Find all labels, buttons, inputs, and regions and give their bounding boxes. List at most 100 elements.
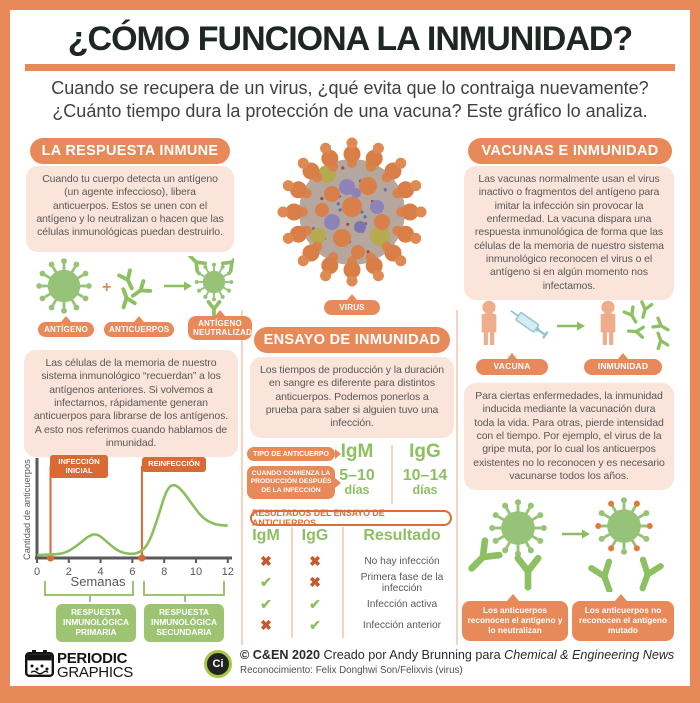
section-header-immune-response: LA RESPUESTA INMUNE bbox=[30, 138, 230, 164]
antibodies-recognize-label: Los anticuerpos reconocen el antígeno y … bbox=[462, 594, 568, 641]
arrow-icon bbox=[562, 529, 590, 539]
attached-antibody-icon bbox=[184, 256, 208, 274]
syringe-icon bbox=[510, 310, 549, 339]
result-text: Infección activa bbox=[366, 599, 438, 610]
section-header-vaccines: VACUNAS E INMUNIDAD bbox=[468, 138, 672, 164]
igm-onset-value: 5–10 días bbox=[333, 468, 381, 498]
virus-image bbox=[277, 137, 427, 287]
table-divider bbox=[391, 445, 393, 504]
secondary-response-label: RESPUESTA INMUNOLÓGICA SECUNDARIA bbox=[144, 604, 224, 642]
secondary-response-bracket bbox=[143, 581, 225, 602]
results-divider bbox=[291, 527, 293, 638]
primary-response-label: RESPUESTA INMUNOLÓGICA PRIMARIA bbox=[56, 604, 136, 642]
title-underline bbox=[25, 64, 675, 71]
arrow-icon bbox=[557, 321, 585, 331]
antibody-icon bbox=[651, 329, 670, 351]
svg-text:12: 12 bbox=[222, 566, 234, 578]
antibody-icon bbox=[127, 279, 153, 303]
credit-copyright: © C&EN 2020 bbox=[240, 648, 320, 662]
neutralized-virus-icon bbox=[194, 262, 234, 302]
igg-onset-number: 10–14 bbox=[402, 467, 448, 484]
immune-response-intro-text: Cuando tu cuerpo detecta un antígeno (un… bbox=[26, 166, 234, 252]
vaccine-duration-text: Para ciertas enfermedades, la inmunidad … bbox=[464, 383, 674, 491]
production-onset-label: CUANDO COMIENZA LA PRODUCCIÓN DESPUÉS DE… bbox=[247, 466, 341, 500]
antibody-icon bbox=[626, 324, 645, 339]
ci-badge: Ci bbox=[204, 650, 232, 678]
result-text: No hay infección bbox=[364, 556, 440, 567]
results-divider bbox=[342, 527, 344, 638]
svg-text:6: 6 bbox=[129, 566, 135, 578]
plus-sign: + bbox=[102, 279, 111, 296]
column-divider-right bbox=[456, 310, 458, 645]
attribution-line: Reconocimiento: Felix Donghwi Son/Felixv… bbox=[240, 665, 463, 676]
svg-text:10: 10 bbox=[190, 566, 202, 578]
igm-mark: ✔ bbox=[260, 596, 272, 612]
antibody-icon bbox=[651, 316, 673, 336]
credit-text: Creado por Andy Brunning para bbox=[319, 648, 505, 662]
results-col-resultado: Resultado bbox=[363, 527, 441, 544]
svg-text:2: 2 bbox=[66, 566, 72, 578]
igm-mark: ✔ bbox=[260, 574, 272, 590]
result-text: Primera fase de la infección bbox=[360, 572, 444, 595]
vaccination-diagram bbox=[481, 300, 673, 351]
chart-x-axis-label: Semanas bbox=[70, 574, 126, 589]
result-text: Infección anterior bbox=[362, 620, 442, 631]
logo-line-1: PERIODIC bbox=[57, 650, 128, 667]
person-icon bbox=[600, 300, 616, 345]
igg-mark: ✔ bbox=[309, 617, 321, 633]
logo-line-2: GRAPHICS bbox=[57, 664, 133, 682]
immunity-assay-intro-text: Los tiempos de producción y la duración … bbox=[250, 357, 454, 438]
column-divider-left bbox=[241, 310, 243, 645]
arrow-icon bbox=[164, 281, 192, 291]
section-header-immunity-assay: ENSAYO DE INMUNIDAD bbox=[254, 327, 450, 353]
antibody-level-chart: 0 2 4 6 8 10 12 bbox=[34, 458, 234, 578]
neutralized-antigen-label: ANTÍGENO NEUTRALIZADO bbox=[188, 309, 258, 341]
igg-mark: ✖ bbox=[309, 553, 321, 569]
antibody-icon bbox=[636, 300, 654, 321]
immunity-label: INMUNIDAD bbox=[584, 353, 662, 375]
person-icon bbox=[481, 300, 497, 345]
credit-line: © C&EN 2020 Creado por Andy Brunning par… bbox=[240, 648, 674, 662]
svg-text:8: 8 bbox=[161, 566, 167, 578]
results-header: RESULTADOS DEL ENSAYO DE ANTICUERPOS bbox=[250, 508, 452, 528]
antibody-icon bbox=[117, 268, 140, 293]
periodic-graphics-logo-icon bbox=[25, 650, 55, 678]
antigen-virus-icon bbox=[489, 499, 547, 557]
page-subtitle: Cuando se recupera de un virus, ¿qué evi… bbox=[0, 77, 700, 124]
primary-response-bracket bbox=[44, 581, 134, 602]
attached-antibody-icon bbox=[464, 541, 499, 576]
memory-cells-text: Las células de la memoria de nuestro sis… bbox=[24, 350, 238, 458]
igg-column-header: IgG bbox=[409, 441, 441, 462]
igg-mark: ✔ bbox=[309, 596, 321, 612]
reinfection-label: REINFECCIÓN bbox=[142, 457, 206, 472]
vaccine-label: VACUNA bbox=[476, 353, 548, 375]
igm-onset-number: 5–10 bbox=[339, 467, 375, 484]
detached-antibody-icon bbox=[591, 562, 618, 592]
results-col-igg: IgG bbox=[301, 527, 329, 544]
igm-mark: ✖ bbox=[260, 617, 272, 633]
antigen-virus-icon bbox=[36, 258, 92, 314]
mutation-diagram bbox=[462, 497, 676, 592]
mutated-virus-icon bbox=[595, 497, 653, 555]
subtitle-line-1: Cuando se recupera de un virus, ¿qué evi… bbox=[51, 78, 649, 98]
antibodies-not-recognize-label: Los anticuerpos no reconocen el antígeno… bbox=[572, 594, 674, 641]
detached-antibody-icon bbox=[634, 560, 661, 592]
igg-mark: ✖ bbox=[309, 574, 321, 590]
attached-antibody-icon bbox=[518, 558, 538, 587]
page-title: ¿CÓMO FUNCIONA LA INMUNIDAD? bbox=[67, 20, 633, 58]
initial-infection-label: INFECCIÓN INICIAL bbox=[50, 455, 108, 479]
results-col-igm: IgM bbox=[252, 527, 280, 544]
antibody-icon bbox=[622, 305, 642, 327]
virus-label: VIRUS bbox=[324, 293, 380, 316]
vaccines-intro-text: Las vacunas normalmente usan el virus in… bbox=[464, 166, 674, 300]
periodic-graphics-logo-text: PERIODIC GRAPHICS bbox=[57, 650, 133, 682]
svg-text:4: 4 bbox=[98, 566, 104, 578]
antibodies-label: ANTICUERPOS bbox=[104, 315, 174, 338]
attached-antibody-icon bbox=[220, 256, 234, 274]
igm-onset-unit: días bbox=[344, 483, 370, 497]
igm-column-header: IgM bbox=[340, 441, 374, 462]
credit-source: Chemical & Engineering News bbox=[504, 648, 675, 662]
svg-text:0: 0 bbox=[34, 566, 40, 578]
antigen-antibody-diagram: + bbox=[36, 256, 234, 318]
